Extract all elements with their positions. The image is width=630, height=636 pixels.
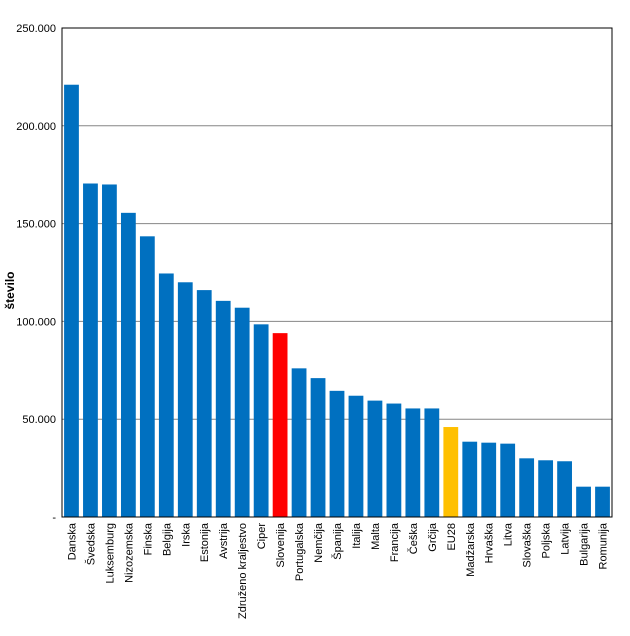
bar-finska (139, 236, 155, 517)
x-category-label: Irska (180, 522, 192, 547)
bar-romunija (595, 486, 610, 517)
x-category-label: EU28 (446, 523, 458, 551)
bar-bulgarija (576, 486, 591, 517)
x-category-label: Avstrija (218, 522, 230, 559)
x-category-label: Estonija (199, 522, 211, 562)
y-tick-label: 100.000 (16, 316, 56, 328)
x-category-label: Madžarska (465, 522, 477, 577)
bar-francija (386, 403, 402, 517)
y-axis-title: število (3, 271, 17, 309)
x-category-label: Ciper (256, 523, 268, 550)
bar-latvija (557, 461, 572, 517)
bars (64, 84, 610, 518)
x-axis-categories: Danska Švedska Luksemburg Nizozemska Finska B… (66, 522, 609, 619)
x-category-label: Romunija (598, 522, 610, 569)
bar-malta (367, 400, 383, 517)
x-category-label: Nemčija (313, 522, 325, 563)
x-category-label: Slovenija (275, 522, 287, 568)
x-category-label: Danska (66, 522, 78, 560)
x-category-label: Švedska (84, 522, 97, 565)
bar-poljska (538, 460, 554, 517)
x-category-label: Italija (351, 522, 363, 549)
bar-madžarska (462, 441, 478, 517)
x-category-label: Latvija (560, 522, 572, 555)
bar-eu28 (443, 427, 459, 517)
y-tick-label: 200.000 (16, 121, 56, 133)
bar-estonija (196, 290, 212, 517)
x-category-label: Francija (389, 522, 401, 562)
plot-area-frame (61, 27, 613, 518)
bar-ciper (253, 324, 269, 517)
bar-luksemburg (102, 184, 117, 518)
bar-danska (64, 84, 79, 517)
x-category-label: Španija (331, 522, 344, 560)
x-category-label: Portugalska (294, 522, 306, 581)
y-tick-label: 150.000 (16, 219, 56, 231)
bar-hrvaška (481, 442, 497, 517)
y-tick-label: 250.000 (16, 23, 56, 35)
bar-češka (405, 408, 421, 517)
x-category-label: Malta (370, 522, 382, 550)
x-category-label: Litva (503, 522, 515, 546)
x-category-label: Združeno kraljestvo (237, 523, 249, 619)
x-category-label: Belgija (161, 522, 173, 556)
bar-švedska (83, 183, 98, 517)
x-category-label: Poljska (541, 522, 553, 558)
x-category-label: Nizozemska (123, 522, 135, 583)
x-category-label: Finska (142, 522, 154, 555)
bar-nemčija (310, 378, 326, 517)
bar-belgija (158, 273, 174, 517)
x-category-label: Češka (407, 522, 420, 554)
x-category-label: Luksemburg (104, 523, 116, 584)
x-category-label: Bulgarija (579, 522, 591, 566)
y-tick-label: 50.000 (22, 414, 56, 426)
x-category-label: Grčija (427, 522, 439, 552)
bar-avstrija (215, 300, 231, 517)
bar-slovaška (519, 458, 535, 517)
bar-slovenija (272, 333, 288, 517)
bar-italija (348, 395, 364, 517)
x-category-label: Hrvaška (484, 522, 496, 563)
bar-portugalska (291, 368, 307, 517)
y-tick-label: - (52, 512, 56, 524)
bar-združeno-kraljestvo (234, 307, 250, 517)
bar-španija (329, 390, 345, 517)
bar-nizozemska (120, 212, 136, 518)
x-category-label: Slovaška (522, 522, 534, 568)
y-axis-ticks: - 50.000 100.000 150.000 200.000 250.000 (16, 23, 56, 524)
bar-grčija (424, 408, 440, 517)
bar-irska (177, 282, 193, 517)
bar-litva (500, 443, 516, 517)
